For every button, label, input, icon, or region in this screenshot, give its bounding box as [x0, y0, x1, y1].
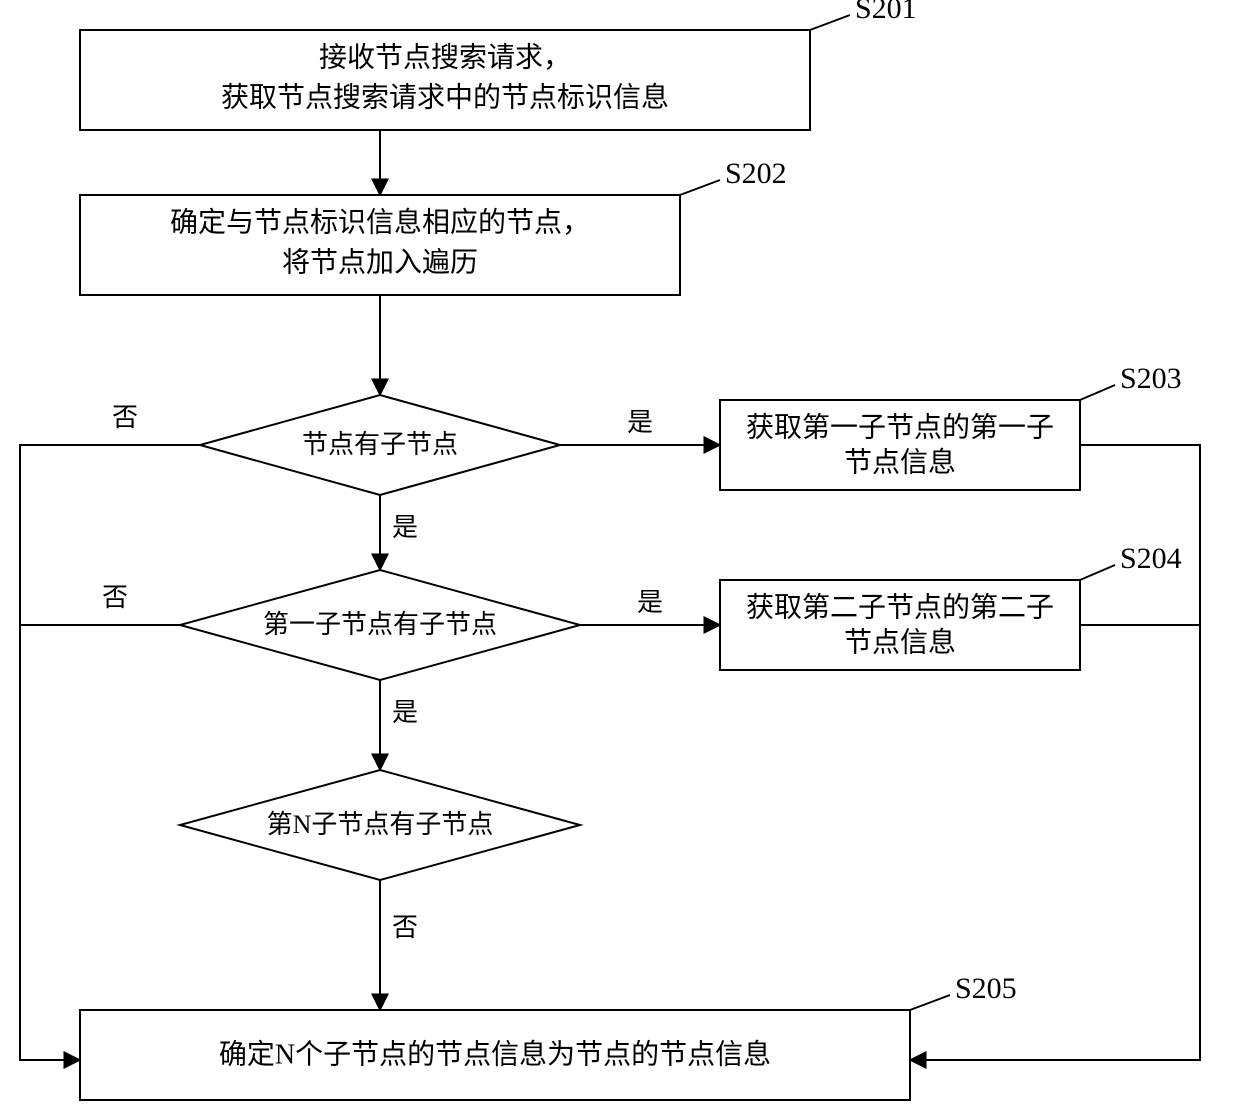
arrow-d1-no [20, 445, 200, 1060]
branch-yes-d1: 是 [627, 408, 653, 437]
branch-no-d1: 否 [112, 403, 138, 432]
process-box-s201-line1: 接收节点搜索请求， [319, 41, 571, 73]
branch-yes-d2: 是 [637, 588, 663, 617]
decision-d3-text: 第N子节点有子节点 [267, 810, 494, 839]
step-label-s201: S201 [855, 0, 917, 25]
process-box-s204-line1: 获取第二子节点的第二子 [746, 591, 1054, 623]
process-box-s201-line2: 获取节点搜索请求中的节点标识信息 [221, 81, 669, 113]
process-box-s204-line2: 节点信息 [844, 626, 956, 658]
process-box-s203-line1: 获取第一子节点的第一子 [746, 411, 1054, 443]
decision-d1-text: 节点有子节点 [302, 430, 458, 459]
branch-no-d2: 否 [102, 583, 128, 612]
leader-s203 [1080, 385, 1115, 400]
leader-s204 [1080, 565, 1115, 580]
process-box-s203-line2: 节点信息 [844, 446, 956, 478]
branch-yes-d1-down: 是 [392, 513, 418, 542]
leader-s201 [810, 15, 850, 30]
process-box-s202-line2: 将节点加入遍历 [282, 246, 478, 278]
step-label-s205: S205 [955, 972, 1017, 1005]
process-box-s205-line1: 确定N个子节点的节点信息为节点的节点信息 [219, 1038, 771, 1070]
decision-d2-text: 第一子节点有子节点 [263, 610, 497, 639]
leader-s202 [680, 180, 720, 195]
branch-yes-d2-down: 是 [392, 698, 418, 727]
branch-no-d3: 否 [392, 913, 418, 942]
leader-s205 [910, 995, 950, 1010]
step-label-s203: S203 [1120, 362, 1182, 395]
step-label-s202: S202 [725, 157, 787, 190]
arrow-b3-down [910, 445, 1200, 1060]
step-label-s204: S204 [1120, 542, 1182, 575]
flowchart: 接收节点搜索请求， 获取节点搜索请求中的节点标识信息 S201 确定与节点标识信… [0, 0, 1240, 1114]
process-box-s202-line1: 确定与节点标识信息相应的节点， [170, 206, 590, 238]
